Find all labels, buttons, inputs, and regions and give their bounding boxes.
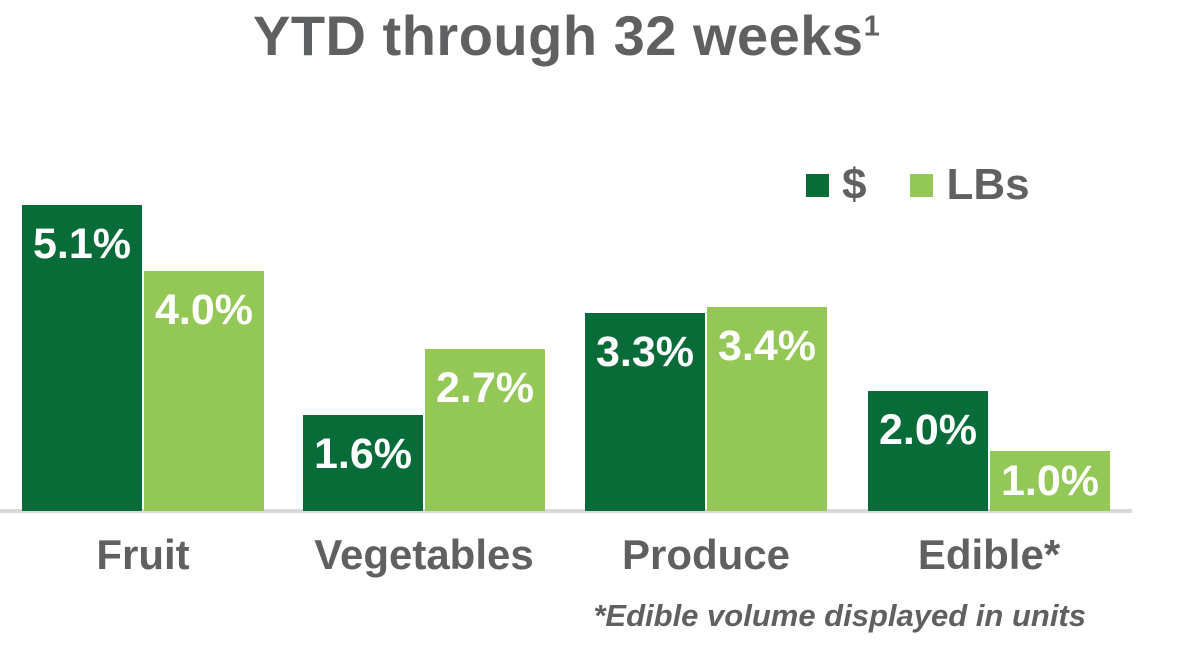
bar-fruit-lbs: 4.0% <box>144 271 264 511</box>
bar-value-label-fruit-lbs: 4.0% <box>154 286 253 334</box>
lbs-series-swatch <box>910 173 934 197</box>
bar-value-label-edible-lbs: 1.0% <box>1000 457 1099 505</box>
lbs-series-label: LBs <box>946 160 1030 209</box>
bar-produce-dollars: 3.3% <box>585 313 705 511</box>
bar-value-label-vegetables-lbs: 2.7% <box>435 364 534 412</box>
category-label-vegetables: Vegetables <box>314 531 534 578</box>
bar-fruit-dollars: 5.1% <box>22 205 142 511</box>
dollars-series-swatch <box>806 173 829 197</box>
chart-footnote: *Edible volume displayed in units <box>593 598 1086 633</box>
bar-value-label-edible-dollars: 2.0% <box>878 406 977 454</box>
bar-value-label-produce-lbs: 3.4% <box>717 322 816 370</box>
legend: $ LBs <box>806 163 1030 207</box>
bar-produce-lbs: 3.4% <box>707 307 827 511</box>
category-label-fruit: Fruit <box>96 531 190 578</box>
bar-vegetables-dollars: 1.6% <box>303 415 423 511</box>
chart-title-footnote-marker: 1 <box>863 10 881 43</box>
bar-edible-dollars: 2.0% <box>868 391 988 511</box>
x-axis-line <box>0 509 1132 513</box>
bar-edible-lbs: 1.0% <box>990 451 1110 511</box>
chart-title-text: YTD through 32 weeks <box>253 4 864 67</box>
dollars-series-label: $ <box>842 160 867 209</box>
legend-item-dollars: $ <box>806 163 866 207</box>
bar-vegetables-lbs: 2.7% <box>425 349 545 511</box>
category-label-produce: Produce <box>621 531 791 578</box>
legend-item-lbs: LBs <box>910 160 1030 209</box>
bar-value-label-fruit-dollars: 5.1% <box>32 220 131 268</box>
category-label-edible: Edible* <box>917 531 1061 578</box>
bar-value-label-vegetables-dollars: 1.6% <box>313 430 412 478</box>
bar-value-label-produce-dollars: 3.3% <box>595 328 694 376</box>
chart-title: YTD through 32 weeks1 <box>253 4 880 68</box>
